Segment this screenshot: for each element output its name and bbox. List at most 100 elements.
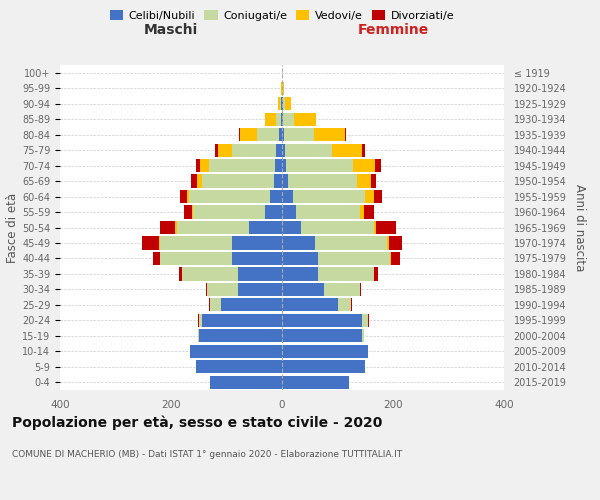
- Bar: [282, 159, 353, 172]
- Bar: [175, 221, 282, 234]
- Bar: [182, 268, 282, 280]
- Text: Maschi: Maschi: [144, 24, 198, 38]
- Bar: [209, 298, 282, 312]
- Bar: [282, 314, 368, 327]
- Bar: [190, 344, 282, 358]
- Bar: [281, 82, 282, 95]
- Bar: [282, 344, 368, 358]
- Bar: [196, 360, 282, 374]
- Bar: [282, 159, 286, 172]
- Bar: [190, 344, 282, 358]
- Bar: [282, 144, 332, 156]
- Bar: [232, 144, 282, 156]
- Bar: [232, 252, 282, 265]
- Bar: [282, 376, 349, 389]
- Bar: [153, 252, 282, 265]
- Bar: [202, 314, 282, 327]
- Bar: [241, 128, 282, 141]
- Text: Femmine: Femmine: [358, 24, 428, 38]
- Bar: [277, 144, 282, 156]
- Bar: [282, 174, 287, 188]
- Bar: [142, 236, 282, 250]
- Bar: [207, 283, 282, 296]
- Bar: [282, 221, 374, 234]
- Bar: [282, 268, 374, 280]
- Bar: [206, 283, 282, 296]
- Bar: [282, 174, 357, 188]
- Bar: [282, 236, 388, 250]
- Bar: [179, 268, 282, 280]
- Bar: [282, 221, 376, 234]
- Bar: [257, 128, 282, 141]
- Bar: [282, 174, 371, 188]
- Bar: [282, 128, 314, 141]
- Bar: [187, 190, 282, 203]
- Bar: [282, 190, 365, 203]
- Bar: [190, 190, 282, 203]
- Bar: [270, 190, 282, 203]
- Bar: [282, 128, 346, 141]
- Bar: [282, 82, 284, 95]
- Bar: [282, 190, 382, 203]
- Bar: [282, 97, 286, 110]
- Bar: [282, 206, 364, 218]
- Bar: [207, 283, 282, 296]
- Bar: [282, 330, 362, 342]
- Bar: [199, 314, 282, 327]
- Bar: [282, 298, 352, 312]
- Bar: [221, 298, 282, 312]
- Bar: [159, 236, 282, 250]
- Bar: [282, 128, 345, 141]
- Bar: [239, 128, 282, 141]
- Bar: [275, 159, 282, 172]
- Bar: [282, 159, 375, 172]
- Bar: [282, 376, 349, 389]
- Bar: [190, 344, 282, 358]
- Bar: [282, 190, 374, 203]
- Bar: [282, 97, 291, 110]
- Bar: [282, 206, 374, 218]
- Bar: [282, 221, 301, 234]
- Bar: [282, 112, 294, 126]
- Bar: [282, 112, 316, 126]
- Bar: [238, 268, 282, 280]
- Bar: [274, 174, 282, 188]
- Bar: [279, 128, 282, 141]
- Bar: [282, 330, 364, 342]
- Bar: [180, 190, 282, 203]
- Bar: [282, 283, 361, 296]
- Bar: [282, 314, 368, 327]
- Bar: [282, 82, 284, 95]
- Bar: [282, 206, 360, 218]
- Bar: [282, 252, 390, 265]
- Bar: [282, 360, 365, 374]
- Bar: [199, 330, 282, 342]
- Bar: [282, 159, 381, 172]
- Bar: [282, 236, 403, 250]
- Bar: [282, 112, 283, 126]
- Bar: [265, 112, 282, 126]
- Bar: [199, 314, 282, 327]
- Bar: [282, 97, 291, 110]
- Bar: [196, 360, 282, 374]
- Bar: [210, 376, 282, 389]
- Bar: [160, 221, 282, 234]
- Bar: [197, 330, 282, 342]
- Bar: [238, 283, 282, 296]
- Bar: [265, 112, 282, 126]
- Bar: [282, 360, 365, 374]
- Bar: [232, 236, 282, 250]
- Bar: [277, 112, 282, 126]
- Bar: [282, 344, 368, 358]
- Bar: [193, 206, 282, 218]
- Bar: [282, 283, 360, 296]
- Bar: [282, 174, 376, 188]
- Legend: Celibi/Nubili, Coniugati/e, Vedovi/e, Divorziati/e: Celibi/Nubili, Coniugati/e, Vedovi/e, Di…: [106, 6, 458, 25]
- Bar: [196, 360, 282, 374]
- Bar: [280, 97, 282, 110]
- Y-axis label: Fasce di età: Fasce di età: [6, 192, 19, 262]
- Bar: [282, 112, 316, 126]
- Bar: [278, 97, 282, 110]
- Bar: [282, 298, 352, 312]
- Bar: [190, 344, 282, 358]
